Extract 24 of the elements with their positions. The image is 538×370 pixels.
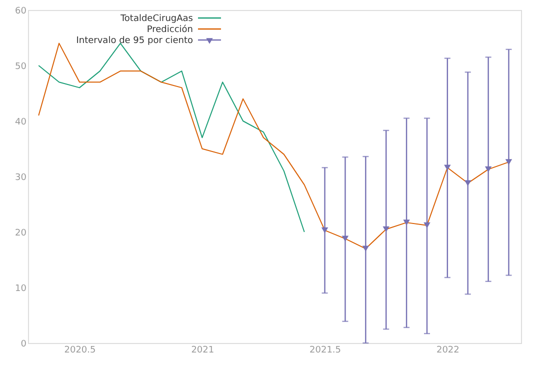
y-tick-label: 40 bbox=[15, 118, 27, 128]
point bbox=[464, 180, 472, 186]
x-tick-label: 2020.5 bbox=[64, 346, 96, 356]
point bbox=[362, 246, 370, 252]
x-tick-label: 2021.5 bbox=[310, 346, 342, 356]
point bbox=[342, 236, 349, 242]
point bbox=[321, 227, 328, 234]
y-tick-label: 20 bbox=[15, 228, 27, 238]
point bbox=[382, 226, 390, 232]
y-tick-label: 0 bbox=[20, 340, 27, 350]
point bbox=[444, 164, 451, 171]
legend-label: Predicción bbox=[146, 24, 193, 35]
y-tick-label: 10 bbox=[15, 284, 27, 294]
point bbox=[424, 222, 430, 228]
x-tick-label: 2021 bbox=[191, 346, 214, 356]
y-tick-label: 50 bbox=[15, 62, 27, 72]
legend-label: Intervalo de 95 por ciento bbox=[76, 36, 194, 46]
point bbox=[403, 220, 410, 226]
y-tick-label: 60 bbox=[15, 6, 27, 16]
y-tick-label: 30 bbox=[15, 173, 27, 183]
point bbox=[505, 159, 512, 165]
legend-label: TotaldeCirugAas bbox=[119, 14, 194, 24]
x-tick-label: 2022 bbox=[436, 346, 460, 356]
point bbox=[484, 166, 492, 172]
